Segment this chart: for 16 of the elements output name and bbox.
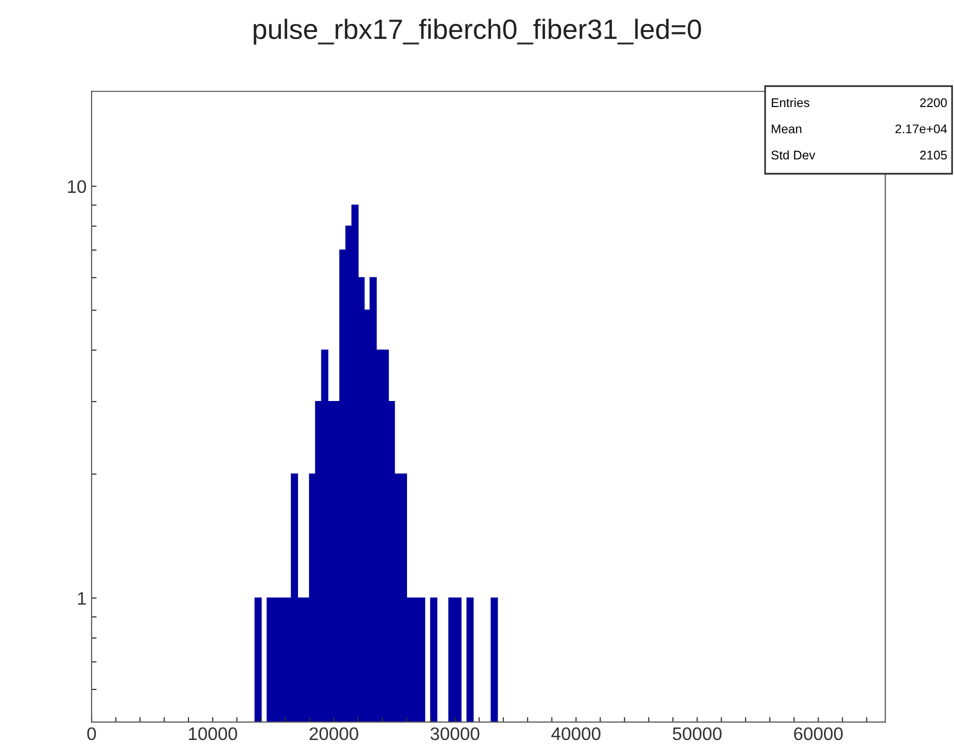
- annotation: Entries: [772, 98, 810, 108]
- annotation: Std Dev: [771, 150, 816, 160]
- annotation: Mean: [772, 124, 802, 134]
- x-tick-label: 20000: [310, 727, 358, 740]
- text: 2200: [920, 98, 947, 108]
- y-tick-label: 1: [78, 592, 86, 605]
- x-tick-label: 30000: [430, 727, 480, 740]
- x-tick-label: 60000: [794, 727, 843, 740]
- x-tick-label: 0: [87, 727, 96, 740]
- chart-title: pulse_rbx17_fiberch0_fiber31_led=0: [254, 18, 702, 45]
- y-tick-label: 10: [68, 180, 86, 193]
- text: 2105: [920, 150, 947, 160]
- text: 2.17e+04: [895, 124, 947, 134]
- x-tick-label: 40000: [551, 727, 600, 740]
- x-tick-label: 50000: [672, 727, 722, 740]
- x-tick-label: 10000: [188, 727, 238, 740]
